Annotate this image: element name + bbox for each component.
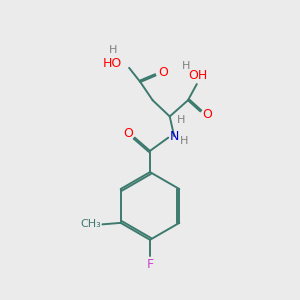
Text: H: H bbox=[182, 61, 191, 71]
Text: OH: OH bbox=[189, 69, 208, 82]
Text: N: N bbox=[169, 130, 179, 143]
Text: H: H bbox=[109, 45, 117, 55]
Text: O: O bbox=[123, 127, 133, 140]
Text: F: F bbox=[146, 258, 154, 271]
Text: CH₃: CH₃ bbox=[80, 219, 101, 229]
Text: HO: HO bbox=[103, 57, 122, 70]
Text: O: O bbox=[158, 66, 168, 79]
Text: H: H bbox=[177, 115, 185, 125]
Text: H: H bbox=[180, 136, 188, 146]
Text: O: O bbox=[202, 108, 212, 121]
